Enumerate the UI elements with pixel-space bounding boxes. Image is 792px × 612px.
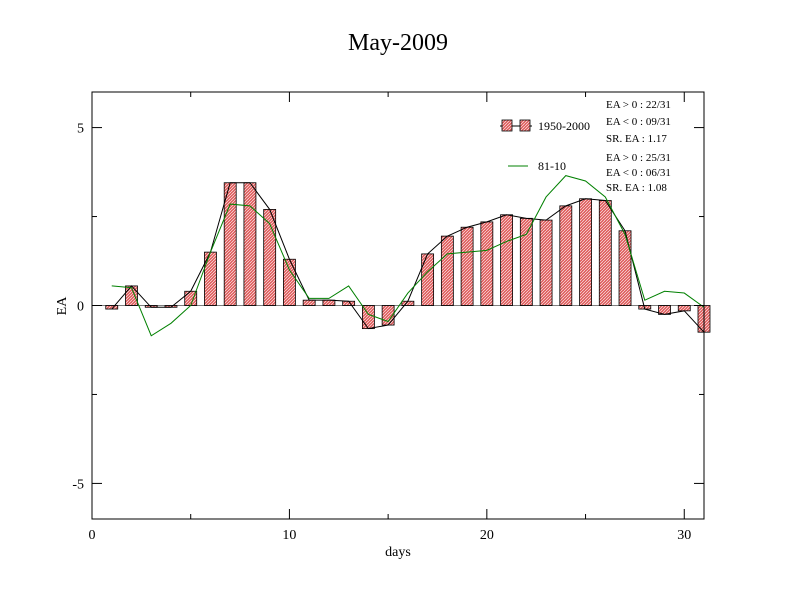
- bar-day-7: [223, 182, 237, 306]
- bar-day-25: [579, 198, 592, 306]
- y-tick-label: 0: [77, 300, 84, 315]
- stat-8110-ea-pos: EA > 0 : 25/31: [606, 152, 671, 164]
- stat-8110-sr-ea: SR. EA : 1.08: [606, 182, 667, 194]
- bar-day-26: [598, 200, 612, 306]
- line-1950-2000: [111, 182, 705, 333]
- stat-1950-sr-ea: SR. EA : 1.17: [606, 133, 667, 145]
- legend-swatch-1950-2000-b: [519, 119, 531, 132]
- bar-day-27: [618, 230, 632, 306]
- line-81-10: [111, 175, 705, 337]
- x-tick-label: 20: [480, 528, 494, 543]
- bar-day-19: [460, 226, 474, 306]
- bar-day-20: [480, 221, 494, 306]
- y-tick-label: -5: [72, 477, 84, 492]
- legend-label-81-10: 81-10: [538, 159, 566, 173]
- stat-1950-ea-neg: EA < 0 : 09/31: [606, 116, 671, 128]
- bar-day-22: [519, 217, 533, 306]
- line-series: [92, 175, 705, 337]
- legend-label-1950-2000: 1950-2000: [538, 119, 590, 133]
- bar-day-24: [559, 205, 573, 306]
- bar-day-12: [322, 299, 336, 306]
- y-axis-label: EA: [55, 296, 70, 316]
- chart-title: May-2009: [348, 30, 448, 56]
- bar-series-1950-2000: [105, 182, 711, 333]
- stat-8110-ea-neg: EA < 0 : 06/31: [606, 167, 671, 179]
- x-tick-label: 30: [677, 528, 691, 543]
- legend: 1950-2000 81-10 EA > 0 : 22/31 EA < 0 : …: [500, 99, 671, 194]
- x-tick-label: 0: [89, 528, 96, 543]
- bar-day-11: [302, 299, 316, 306]
- x-tick-label: 10: [282, 528, 296, 543]
- bar-day-18: [440, 235, 454, 306]
- bar-day-17: [421, 253, 435, 306]
- bar-day-10: [283, 258, 296, 306]
- y-tick-label: 5: [77, 122, 84, 137]
- legend-swatch-1950-2000-a: [501, 119, 513, 132]
- bar-day-21: [500, 214, 513, 306]
- bar-day-23: [539, 219, 553, 306]
- bar-day-30: [677, 305, 691, 312]
- x-axis-label: days: [385, 545, 411, 560]
- stat-1950-ea-pos: EA > 0 : 22/31: [606, 99, 671, 111]
- bar-day-8: [243, 182, 257, 306]
- axis-ticks: 0 10 20 30 -5 0 5: [72, 92, 704, 543]
